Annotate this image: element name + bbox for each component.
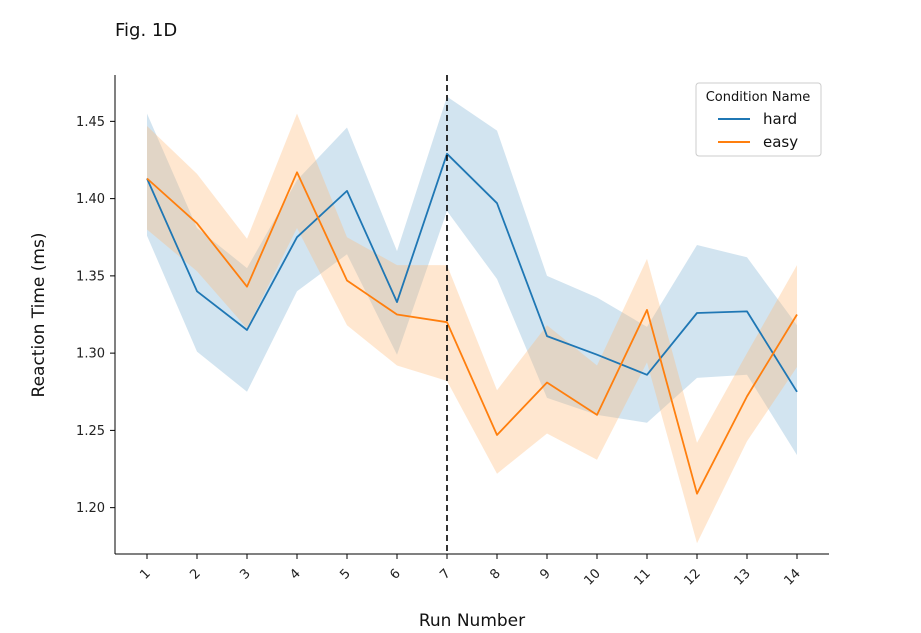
x-tick-label: 12 <box>682 566 704 588</box>
legend-box <box>695 82 822 157</box>
point-hard-10 <box>596 354 598 356</box>
y-tick-label: 1.40 <box>76 192 105 207</box>
point-easy-7 <box>446 321 448 323</box>
point-easy-9 <box>546 381 548 383</box>
x-tick-label: 10 <box>582 566 604 588</box>
confidence-bands <box>147 96 797 544</box>
y-tick-label: 1.35 <box>76 269 105 284</box>
point-easy-2 <box>196 222 198 224</box>
x-tick-label: 2 <box>187 566 203 582</box>
legend-title: Condition Name <box>706 90 811 105</box>
series-line-hard <box>146 152 798 393</box>
legend-label-easy: easy <box>763 133 798 151</box>
point-easy-3 <box>246 286 248 288</box>
x-tick-label: 1 <box>137 566 153 582</box>
y-tick-label: 1.25 <box>76 424 105 439</box>
point-hard-9 <box>546 335 548 337</box>
band-hard <box>147 96 797 456</box>
x-tick-label: 8 <box>487 566 503 582</box>
point-easy-13 <box>746 395 748 397</box>
point-hard-2 <box>196 290 198 292</box>
x-tick-label: 14 <box>782 566 804 588</box>
y-axis-label: Reaction Time (ms) <box>29 233 49 398</box>
point-hard-6 <box>396 301 398 303</box>
point-hard-8 <box>496 202 498 204</box>
x-tick-label: 13 <box>732 566 754 588</box>
x-tick-label: 11 <box>632 566 654 588</box>
point-easy-12 <box>696 493 698 495</box>
x-axis-label: Run Number <box>419 611 525 631</box>
point-hard-7 <box>446 153 448 155</box>
chart-title: Fig. 1D <box>115 20 177 41</box>
y-tick-label: 1.45 <box>76 115 105 130</box>
point-easy-4 <box>296 171 298 173</box>
point-hard-5 <box>346 190 348 192</box>
point-easy-10 <box>596 414 598 416</box>
point-easy-6 <box>396 313 398 315</box>
x-tick-label: 6 <box>387 566 403 582</box>
point-easy-11 <box>646 309 648 311</box>
x-tick-label: 4 <box>287 566 303 582</box>
point-hard-4 <box>296 236 298 238</box>
y-tick-label: 1.30 <box>76 347 105 362</box>
point-hard-3 <box>246 329 248 331</box>
x-ticks: 1 2 3 4 5 6 7 8 9 10 11 12 13 14 <box>137 554 804 589</box>
series-line-easy <box>146 171 798 495</box>
band-easy <box>147 113 797 544</box>
point-hard-11 <box>646 374 648 376</box>
point-hard-13 <box>746 310 748 312</box>
point-hard-14 <box>796 391 798 393</box>
point-easy-5 <box>346 279 348 281</box>
point-easy-8 <box>496 434 498 436</box>
x-tick-label: 3 <box>237 566 253 582</box>
y-ticks: 1.20 1.25 1.30 1.35 1.40 1.45 <box>76 115 115 516</box>
legend: Condition Name hard easy <box>695 82 822 157</box>
series-lines <box>146 152 798 495</box>
legend-label-hard: hard <box>763 110 797 128</box>
point-easy-14 <box>796 313 798 315</box>
axes <box>114 75 829 555</box>
x-tick-label: 9 <box>537 566 553 582</box>
x-tick-label: 5 <box>337 566 353 582</box>
y-tick-label: 1.20 <box>76 501 105 516</box>
point-easy-1 <box>146 177 148 179</box>
point-hard-12 <box>696 312 698 314</box>
x-tick-label: 7 <box>437 566 453 582</box>
